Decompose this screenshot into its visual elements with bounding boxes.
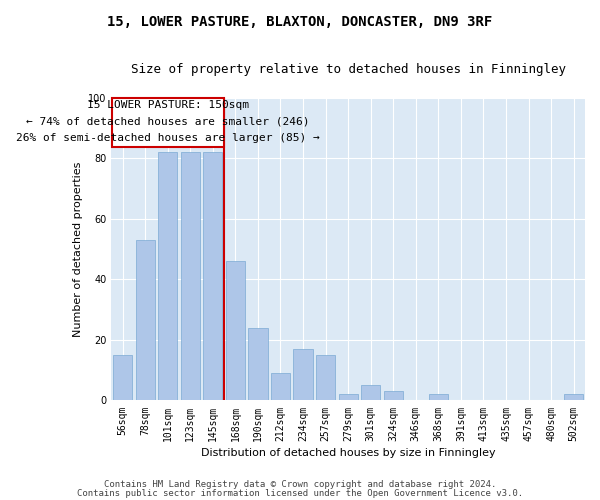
Text: 15 LOWER PASTURE: 150sqm: 15 LOWER PASTURE: 150sqm [87, 100, 249, 110]
Bar [564, 394, 583, 400]
Bar [226, 261, 245, 400]
Text: Contains public sector information licensed under the Open Government Licence v3: Contains public sector information licen… [77, 489, 523, 498]
Bar [361, 386, 380, 400]
Bar [113, 355, 132, 401]
Bar [429, 394, 448, 400]
Text: 15, LOWER PASTURE, BLAXTON, DONCASTER, DN9 3RF: 15, LOWER PASTURE, BLAXTON, DONCASTER, D… [107, 15, 493, 29]
Bar [112, 98, 224, 148]
Bar [181, 152, 200, 400]
Bar [248, 328, 268, 400]
Bar [271, 373, 290, 400]
Y-axis label: Number of detached properties: Number of detached properties [73, 162, 83, 336]
Text: Contains HM Land Registry data © Crown copyright and database right 2024.: Contains HM Land Registry data © Crown c… [104, 480, 496, 489]
Title: Size of property relative to detached houses in Finningley: Size of property relative to detached ho… [131, 62, 566, 76]
Text: ← 74% of detached houses are smaller (246): ← 74% of detached houses are smaller (24… [26, 116, 310, 126]
Bar [136, 240, 155, 400]
X-axis label: Distribution of detached houses by size in Finningley: Distribution of detached houses by size … [201, 448, 496, 458]
Bar [316, 355, 335, 401]
Bar [158, 152, 177, 400]
Bar [383, 392, 403, 400]
Bar [293, 349, 313, 401]
Bar [203, 152, 223, 400]
Text: 26% of semi-detached houses are larger (85) →: 26% of semi-detached houses are larger (… [16, 134, 320, 143]
Bar [338, 394, 358, 400]
